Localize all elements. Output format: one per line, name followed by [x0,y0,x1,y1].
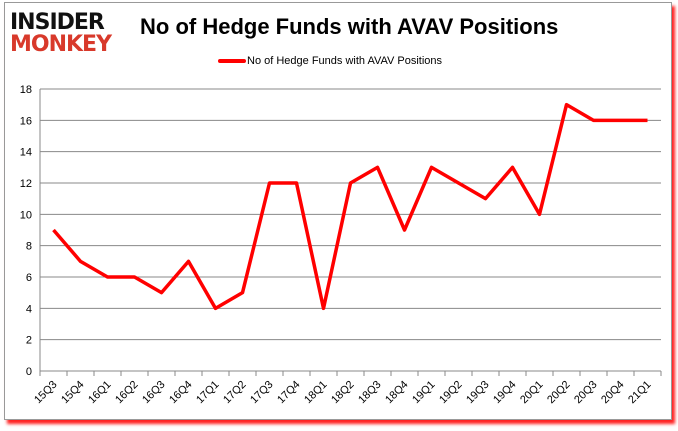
x-tick-label: 17Q2 [221,379,249,407]
x-tick-label: 17Q1 [194,379,222,407]
y-tick-label: 12 [20,178,32,190]
y-tick-label: 8 [26,241,32,253]
legend-swatch [218,59,246,63]
x-tick-label: 19Q2 [437,379,465,407]
x-tick-label: 21Q1 [626,379,654,407]
x-tick-label: 15Q3 [32,379,60,407]
y-tick-label: 0 [26,366,32,378]
chart-title: No of Hedge Funds with AVAV Positions [140,14,559,39]
y-tick-label: 10 [20,209,32,221]
y-tick-label: 14 [20,147,32,159]
x-tick-label: 19Q1 [410,379,438,407]
x-tick-label: 20Q2 [545,379,573,407]
x-tick-label: 18Q2 [329,379,357,407]
x-tick-label: 16Q4 [167,379,195,407]
x-tick-label: 15Q4 [59,379,87,407]
y-tick-label: 18 [20,84,32,96]
x-tick-label: 19Q4 [491,379,519,407]
x-tick-label: 20Q1 [518,379,546,407]
x-tick-label: 18Q1 [302,379,330,407]
x-tick-label: 17Q4 [275,379,303,407]
y-tick-label: 16 [20,115,32,127]
x-tick-label: 19Q3 [464,379,492,407]
chart-frame [4,2,672,420]
legend-label: No of Hedge Funds with AVAV Positions [247,55,443,67]
legend: No of Hedge Funds with AVAV Positions [218,55,442,67]
x-tick-label: 20Q3 [572,379,600,407]
x-tick-label: 18Q4 [383,379,411,407]
x-tick-label: 16Q3 [140,379,168,407]
logo: INSIDER [10,10,105,35]
x-tick-label: 16Q2 [113,379,141,407]
x-tick-label: 20Q4 [599,379,627,407]
y-tick-label: 4 [26,303,32,315]
logo: MONKEY [10,32,112,57]
y-tick-label: 2 [26,335,32,347]
x-tick-label: 18Q3 [356,379,384,407]
y-tick-label: 6 [26,272,32,284]
series-line [52,102,648,311]
x-tick-label: 16Q1 [86,379,114,407]
x-tick-label: 17Q3 [248,379,276,407]
